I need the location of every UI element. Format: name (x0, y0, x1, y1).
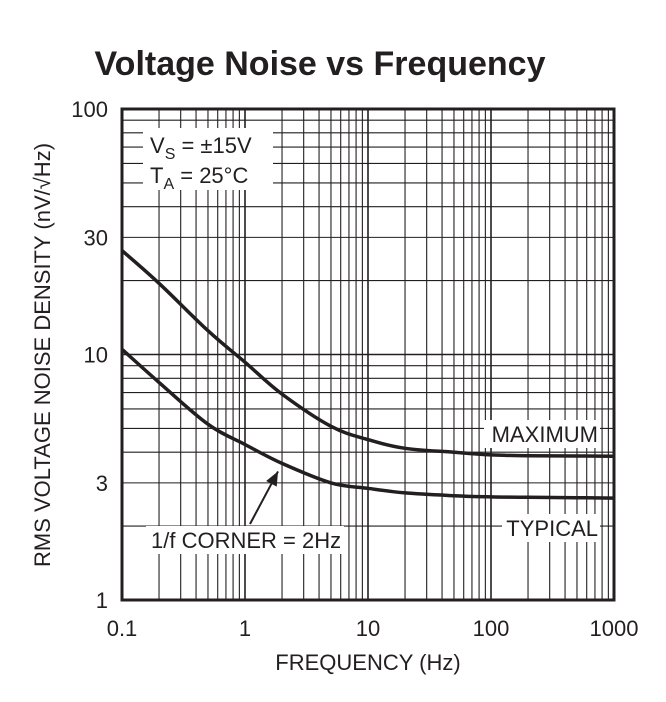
condition-vs: VS = ±15V (150, 133, 252, 163)
y-tick-label: 1 (96, 588, 108, 613)
y-tick-label: 3 (96, 471, 108, 496)
conditions-box (143, 128, 273, 190)
series-line-maximum (120, 249, 615, 459)
x-axis-label: FREQUENCY (Hz) (275, 650, 460, 675)
x-tick-label: 10 (356, 616, 380, 641)
y-tick-label: 100 (71, 97, 108, 122)
y-tick-label: 10 (84, 343, 108, 368)
series-line-typical (120, 347, 615, 500)
x-tick-label: 100 (473, 616, 510, 641)
series-label-maximum: MAXIMUM (492, 422, 598, 447)
x-tick-label: 0.1 (107, 616, 138, 641)
corner-annotation: 1/f CORNER = 2Hz (151, 528, 341, 553)
series (120, 249, 615, 500)
corner-arrow (249, 470, 279, 525)
y-axis-label: RMS VOLTAGE NOISE DENSITY (nV/√Hz) (30, 143, 55, 567)
y-tick-labels: 1 3 10 30 100 (71, 97, 108, 613)
arrow-head (266, 471, 279, 487)
x-tick-label: 1 (239, 616, 251, 641)
x-tick-label: 1000 (590, 616, 639, 641)
series-label-typical: TYPICAL (506, 516, 598, 541)
maximum-label-bg (484, 420, 600, 448)
typical-label-bg (502, 514, 600, 542)
chart-title: Voltage Noise vs Frequency (95, 45, 546, 83)
condition-ta: TA = 25°C (150, 163, 248, 193)
y-tick-label: 30 (84, 225, 108, 250)
corner-annotation-bg (146, 526, 344, 554)
plot-frame (120, 107, 616, 602)
x-tick-labels: 0.1 1 10 100 1000 (107, 616, 639, 641)
